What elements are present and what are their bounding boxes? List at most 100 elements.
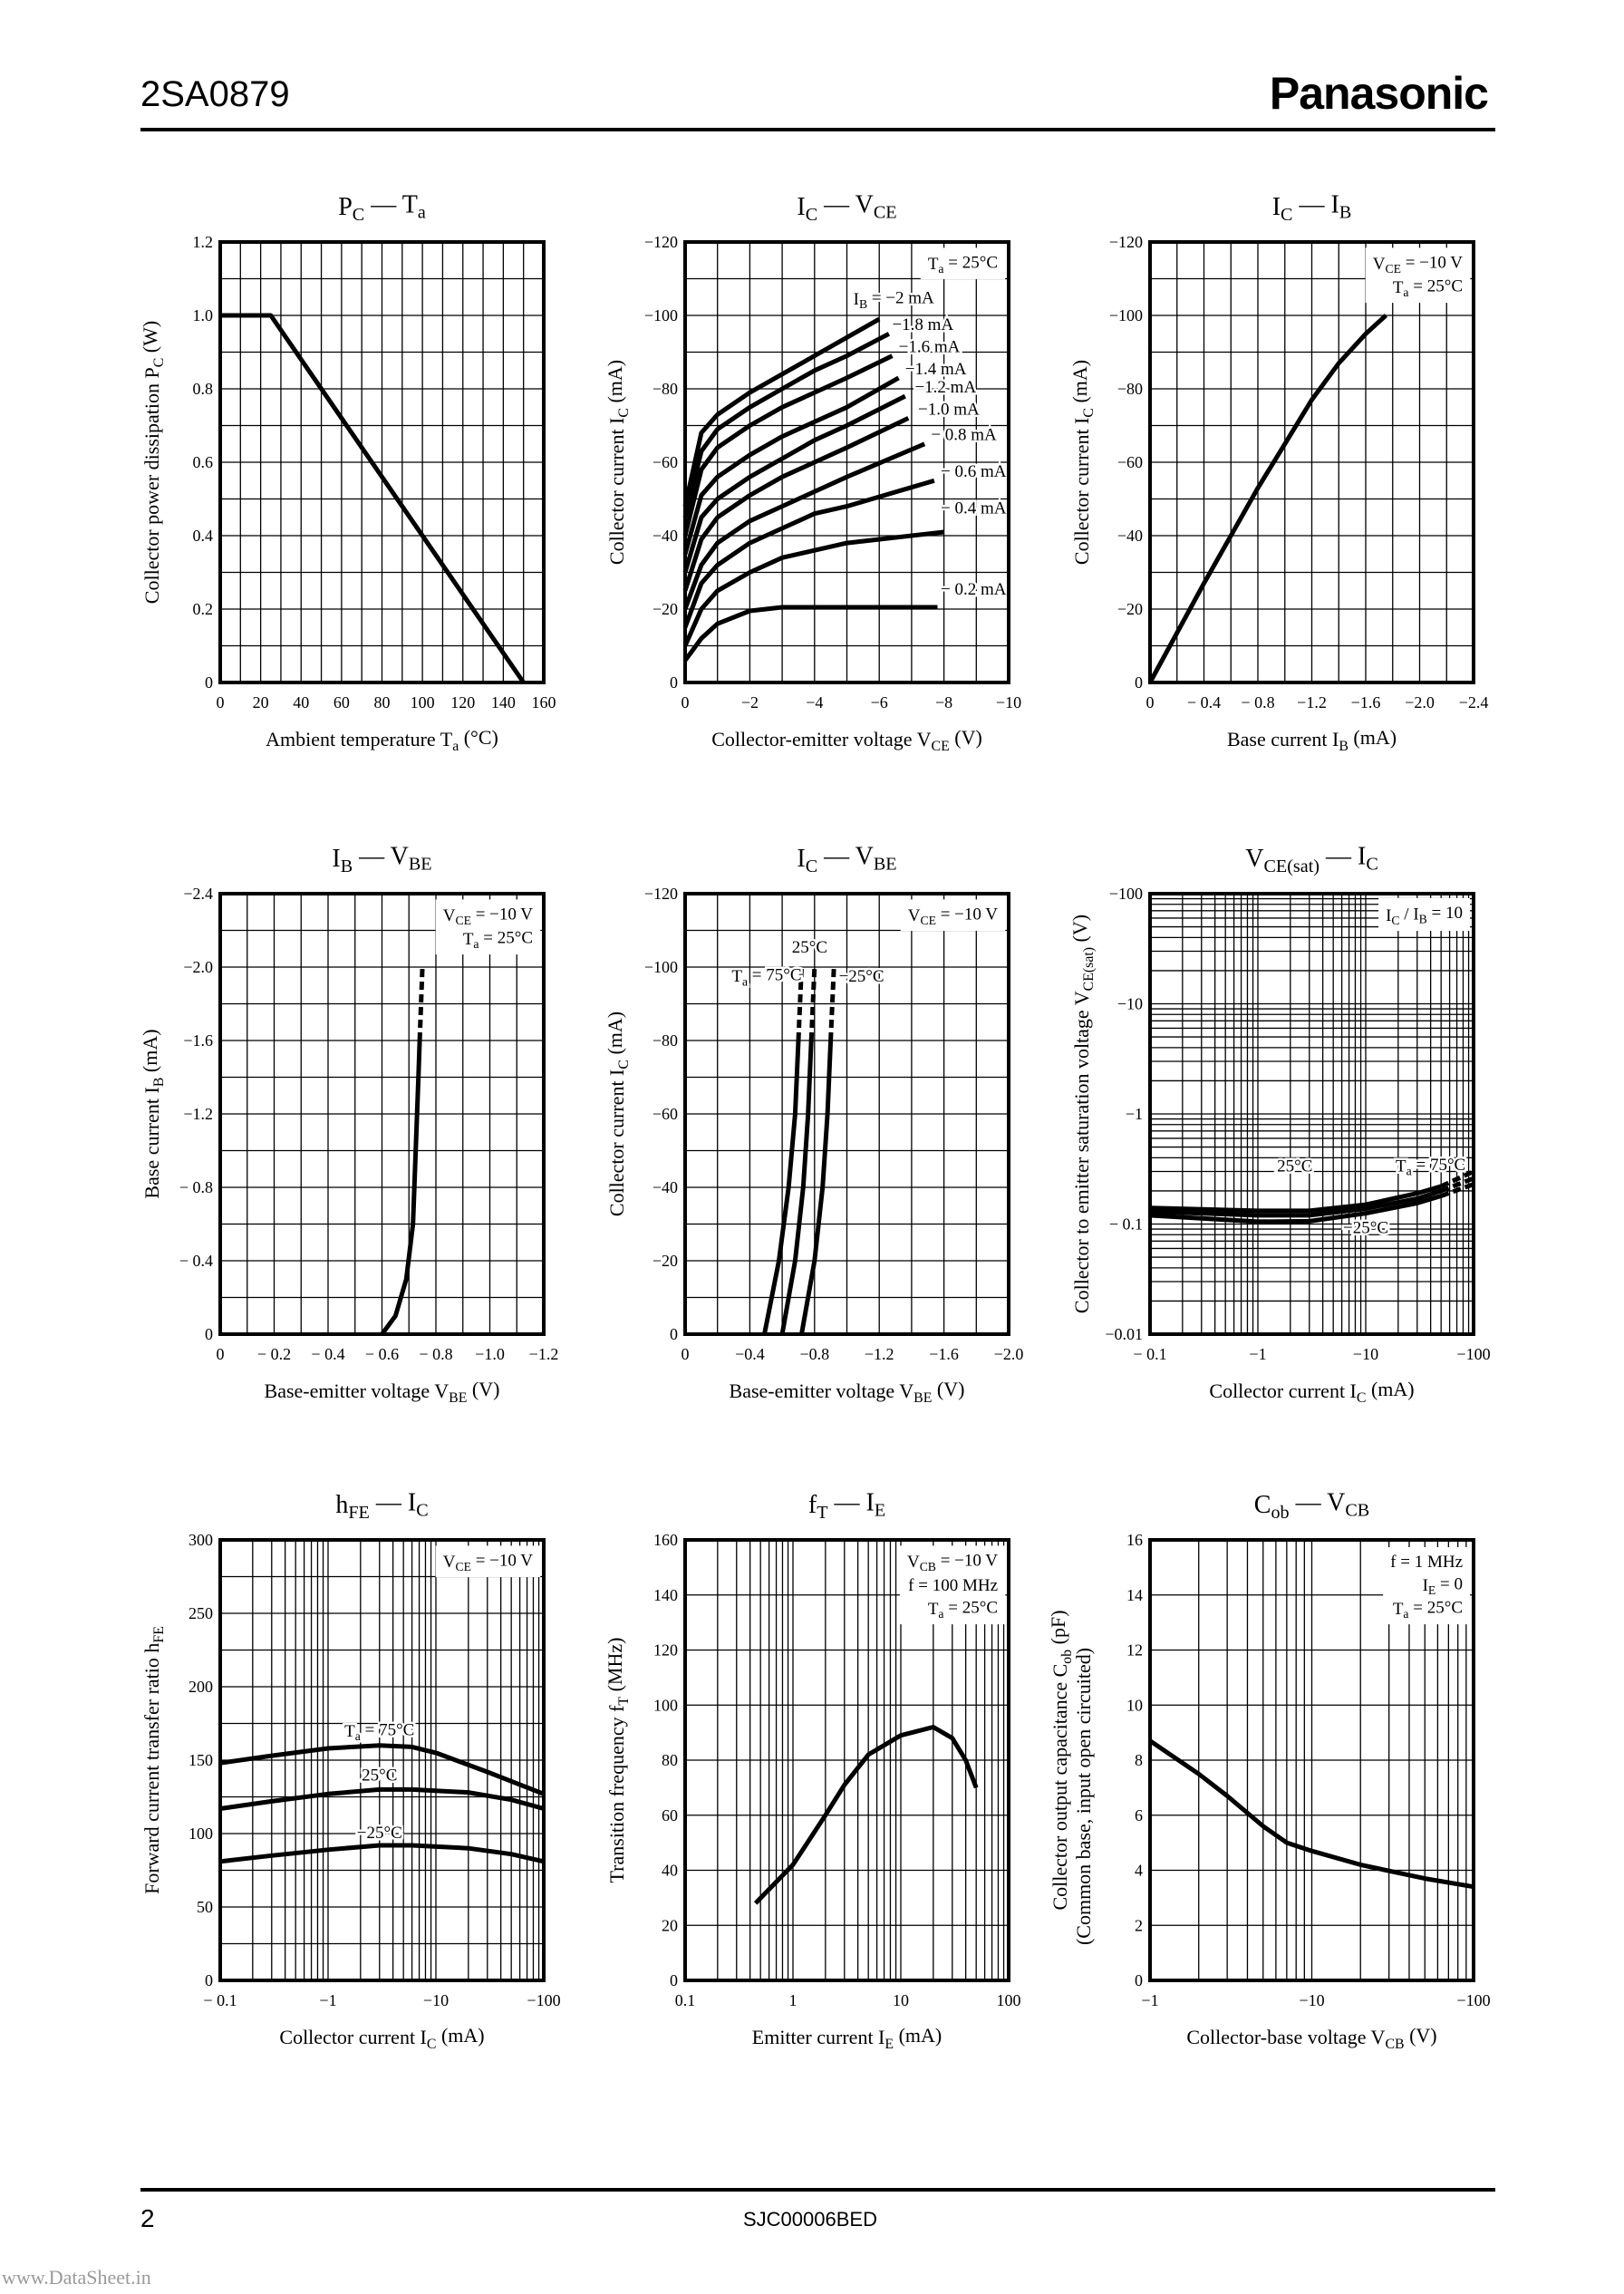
- x-axis-label: Collector-emitter voltage VCE​ (V): [711, 726, 982, 754]
- chart-title: hFE​ — IC​: [335, 1489, 428, 1523]
- series-line-5: [799, 1040, 834, 1335]
- x-tick-label: 0: [217, 693, 225, 711]
- y-tick-label: 2: [1135, 1916, 1143, 1934]
- chart-7: VCE​ = −10 V Ta​ = 75°C 25°C −25°C − 0.1 −1 −1…: [140, 1489, 561, 2052]
- y-axis-label: Collector current IC​ (mA): [604, 1011, 632, 1216]
- x-tick-label: −4: [806, 693, 823, 711]
- brand-logo: Panasonic: [1269, 68, 1489, 119]
- y-axis-label: Collector current IC​ (mA): [1068, 360, 1097, 565]
- x-tick-label: 60: [334, 693, 350, 711]
- x-axis-label: Base-emitter voltage VBE​ (V): [265, 1378, 500, 1406]
- y-tick-label: 20: [662, 1916, 678, 1934]
- y-tick-label: 120: [653, 1641, 678, 1660]
- y-tick-label: 0: [205, 1325, 213, 1343]
- series-line-10: [682, 605, 938, 663]
- y-tick-label: −40: [652, 1178, 678, 1196]
- document-code: SJC00006BED: [743, 2208, 877, 2231]
- y-tick-label: −1.6: [183, 1031, 213, 1050]
- series-label: −1.8 mA: [892, 315, 953, 334]
- y-tick-label: 160: [653, 1531, 678, 1549]
- y-tick-label: 60: [662, 1806, 678, 1825]
- chart-8: VCB​ = −10 V f = 100 MHz Ta​ = 25°C 0.1 1 10 1…: [604, 1489, 1020, 2052]
- x-tick-label: − 0.4: [311, 1345, 344, 1363]
- conditions-box: f = 1 MHz IE​ = 0Ta​ = 25°C: [1383, 1547, 1470, 1625]
- series-label: −1.0 mA: [918, 400, 980, 419]
- y-axis-label: Collector current IC​ (mA): [604, 360, 632, 565]
- series-label: − 0.2 mA: [941, 580, 1007, 599]
- condition-text: VCB​ = −10 V: [907, 1551, 998, 1573]
- plot-frame: [218, 1538, 546, 1982]
- y-tick-label: −2.4: [183, 885, 213, 903]
- series-line-2: [1440, 1169, 1475, 1189]
- chart-1: 0 20 40 60 80 100 120 140 160 0 0.2 0.4 0.6 0.8 1.0 1.2…: [139, 191, 556, 754]
- y-tick-label: 1.2: [193, 233, 214, 251]
- x-tick-label: −1: [1141, 1991, 1158, 2009]
- y-tick-label: −80: [1117, 380, 1143, 398]
- y-tick-label: 12: [1126, 1641, 1143, 1660]
- series-label: −25°C: [839, 967, 884, 986]
- y-tick-label: −60: [652, 453, 678, 471]
- y-tick-label: −0.01: [1105, 1325, 1143, 1343]
- series-line-6: [682, 416, 910, 592]
- x-tick-label: 0: [217, 1345, 225, 1363]
- y-tick-label: 0.4: [193, 527, 214, 545]
- chart-title: IB​ — VBE​: [332, 843, 431, 876]
- series-line-1: [219, 1743, 545, 1796]
- series-label: Ta​ = 75°C: [1396, 1156, 1465, 1178]
- plot-frame: [683, 892, 1010, 1336]
- y-tick-label: 0: [205, 673, 213, 692]
- x-tick-label: −1.0: [475, 1345, 505, 1363]
- y-tick-label: −80: [652, 380, 678, 398]
- y-tick-label: −120: [644, 233, 678, 251]
- y-tick-label: −10: [1117, 995, 1143, 1013]
- series-label: IB​ = −2 mA: [854, 288, 934, 311]
- series-line-3: [682, 353, 894, 537]
- condition-text: VCE​ = −10 V: [1373, 253, 1464, 276]
- x-tick-label: −1.2: [529, 1345, 559, 1363]
- x-tick-label: −100: [1456, 1345, 1490, 1363]
- y-tick-label: −40: [652, 527, 678, 545]
- x-tick-label: −10: [1299, 1991, 1324, 2009]
- x-axis-label: Collector current IC​ (mA): [279, 2024, 484, 2052]
- condition-text: IE​ = 0: [1423, 1574, 1463, 1597]
- series-label: Ta​ = 75°C: [731, 966, 801, 989]
- chart-3: VCE​ = −10 VTa​ = 25°C 0 − 0.4 − 0.8 −1.2 −1.…: [1068, 191, 1488, 754]
- series-label: 25°C: [792, 938, 827, 957]
- y-tick-label: 100: [653, 1696, 678, 1714]
- y-tick-label: −20: [652, 600, 678, 618]
- y-tick-label: 0.8: [193, 380, 214, 398]
- y-tick-label: 0: [670, 1325, 678, 1343]
- x-tick-label: 160: [532, 693, 556, 711]
- conditions-box: VCE​ = −10 VTa​ = 25°C: [1365, 247, 1471, 304]
- x-tick-label: −100: [527, 1991, 560, 2009]
- y-axis-label-secondary: (Common base, input open circuited): [1072, 1648, 1095, 1945]
- conditions-box: VCE​ = −10 V: [900, 899, 1006, 932]
- x-tick-label: −6: [871, 693, 888, 711]
- grid: [220, 242, 544, 682]
- x-tick-label: −1: [1249, 1345, 1266, 1363]
- y-tick-label: 80: [662, 1751, 678, 1769]
- series-line-4: [1440, 1176, 1474, 1194]
- plot-frame: [1148, 1538, 1475, 1982]
- y-axis-label: Collector to emitter saturation voltage …: [1068, 915, 1097, 1313]
- y-tick-label: 40: [662, 1862, 678, 1880]
- y-tick-label: 8: [1135, 1751, 1143, 1769]
- series-line-6: [1440, 1182, 1474, 1198]
- x-tick-label: −0.4: [735, 1345, 765, 1363]
- condition-text: f = 1 MHz: [1390, 1553, 1463, 1572]
- y-tick-label: 0.6: [193, 453, 214, 471]
- x-tick-label: −1.6: [929, 1345, 959, 1363]
- y-tick-label: −60: [1117, 453, 1143, 471]
- series-line-3: [219, 1843, 545, 1864]
- x-tick-label: − 0.1: [1133, 1345, 1166, 1363]
- condition-text: f = 100 MHz: [908, 1576, 998, 1595]
- y-axis-label: Collector output capacitance Cob​ (pF): [1047, 1610, 1075, 1910]
- x-tick-label: 0: [682, 693, 690, 711]
- condition-text: Ta​ = 25°C: [1393, 276, 1463, 299]
- chart-title: Cob​ — VCB​: [1254, 1489, 1369, 1523]
- condition-text: Ta​ = 25°C: [1393, 1598, 1463, 1621]
- y-tick-label: −100: [1109, 306, 1143, 324]
- y-tick-label: −2.0: [183, 958, 213, 976]
- x-axis-label: Collector current IC​ (mA): [1209, 1378, 1414, 1406]
- y-tick-label: −100: [644, 306, 678, 324]
